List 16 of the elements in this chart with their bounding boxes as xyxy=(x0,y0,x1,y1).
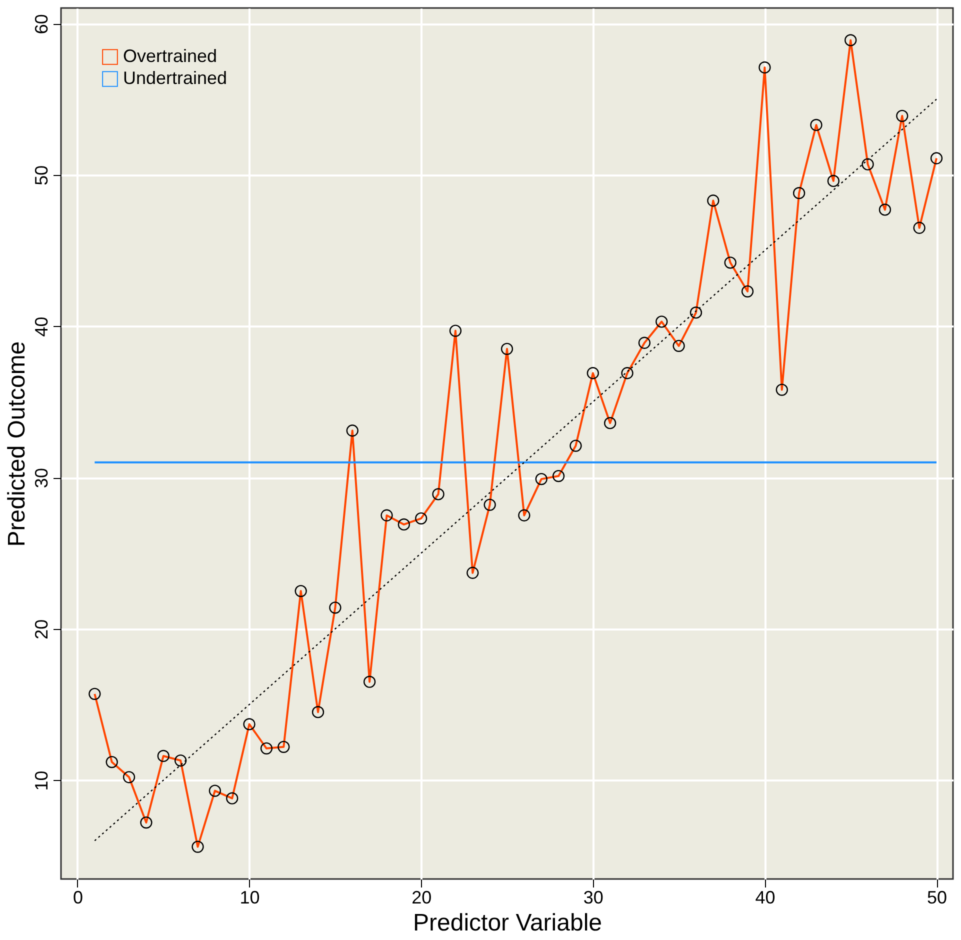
x-tick-label: 0 xyxy=(72,888,83,908)
legend-label: Overtrained xyxy=(123,46,218,66)
x-tick-label: 30 xyxy=(583,888,604,908)
x-tick-label: 50 xyxy=(926,888,948,908)
y-tick-label: 50 xyxy=(32,165,52,186)
y-tick-label: 30 xyxy=(32,468,52,488)
x-tick-label: 10 xyxy=(240,888,260,908)
y-tick-label: 10 xyxy=(32,770,52,791)
y-axis-title: Predicted Outcome xyxy=(4,341,30,547)
legend-label: Undertrained xyxy=(123,68,228,88)
x-tick-label: 40 xyxy=(755,888,776,908)
x-tick-label: 20 xyxy=(412,888,432,908)
x-axis-title: Predictor Variable xyxy=(413,910,602,936)
y-tick-label: 40 xyxy=(32,316,52,337)
y-tick-label: 60 xyxy=(32,14,52,34)
y-tick-label: 20 xyxy=(32,619,52,640)
